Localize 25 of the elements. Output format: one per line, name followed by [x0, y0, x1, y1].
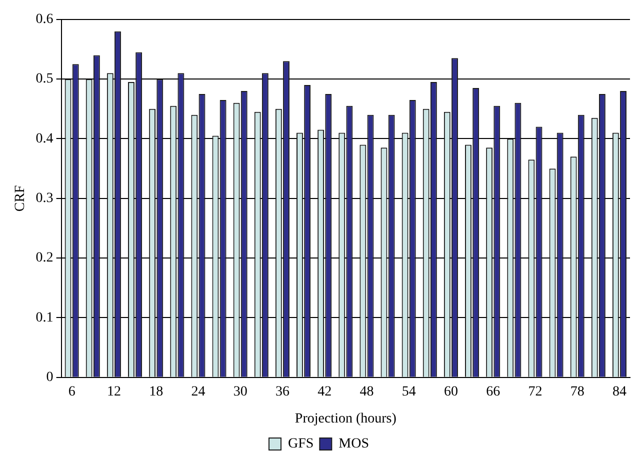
y-tick-label: 0.2: [36, 250, 54, 266]
x-tick-label: 24: [191, 384, 206, 400]
y-tick-label: 0.4: [36, 131, 54, 146]
x-tick-label: 30: [233, 384, 248, 400]
x-tick-label: 42: [318, 384, 332, 400]
x-tick-label: 66: [486, 384, 500, 400]
x-axis-title: Projection (hours): [294, 411, 397, 426]
x-tick-label: 18: [149, 384, 164, 400]
y-tick-label: 0.6: [36, 12, 54, 28]
y-tick-label: 0.1: [36, 310, 54, 326]
x-tick-label: 48: [360, 384, 374, 400]
y-axis-title: CRF: [13, 184, 28, 212]
x-tick-label: 60: [444, 384, 458, 400]
x-tick-label: 12: [106, 384, 121, 400]
x-tick-label: 72: [528, 384, 542, 400]
x-tick-label: 6: [68, 384, 76, 400]
y-tick-label: 0: [46, 370, 54, 386]
legend-label: GFS: [288, 436, 314, 452]
x-tick-label: 84: [612, 384, 626, 400]
y-tick-label: 0.3: [36, 191, 54, 206]
legend-label: MOS: [338, 436, 370, 452]
y-tick-label: 0.5: [36, 72, 54, 87]
x-tick-label: 78: [570, 384, 584, 400]
x-tick-label: 36: [275, 384, 290, 400]
x-tick-label: 54: [402, 384, 416, 400]
